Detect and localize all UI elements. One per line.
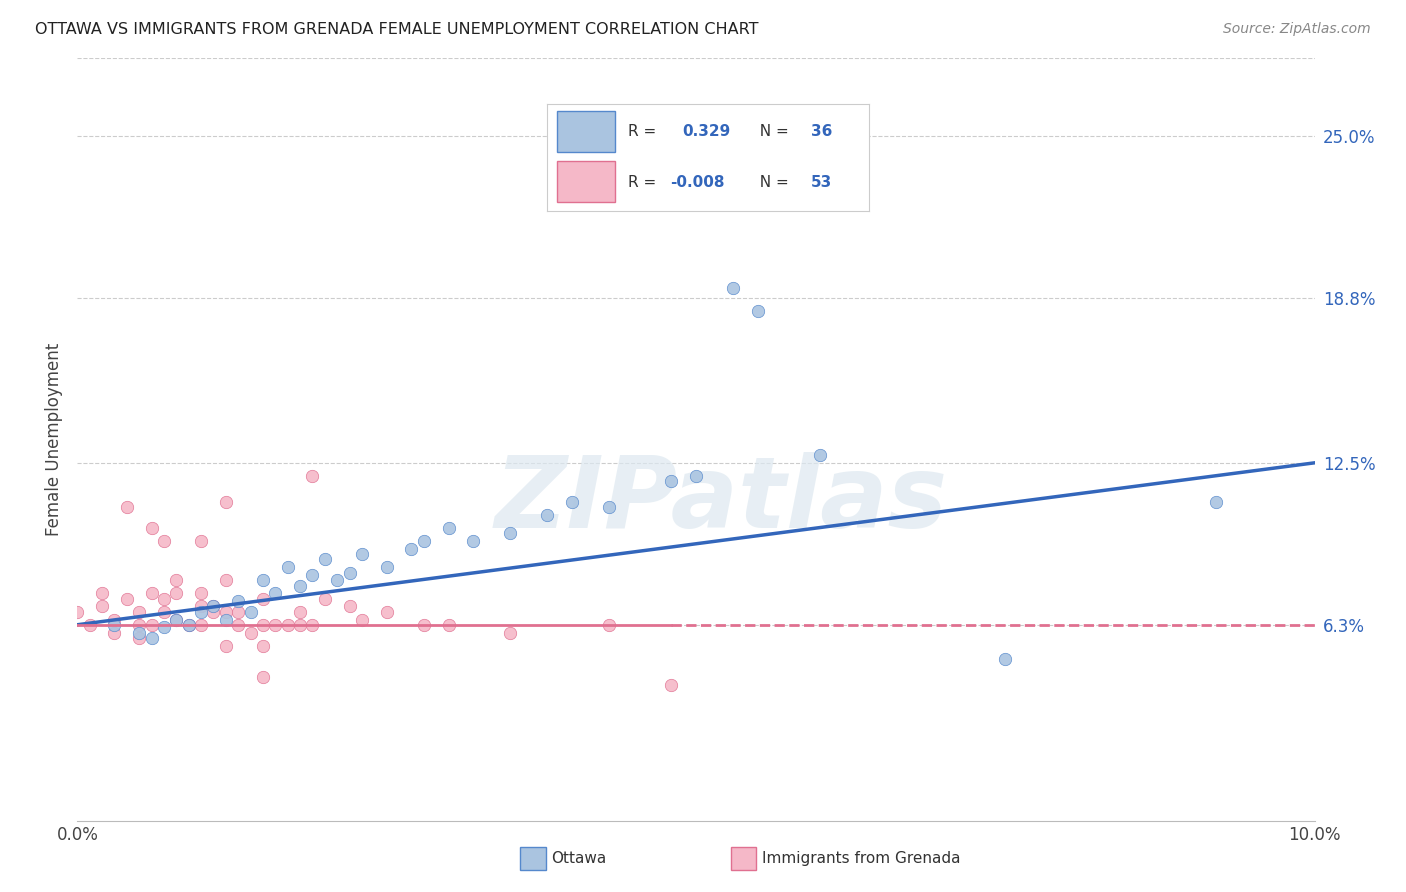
Point bbox=[314, 591, 336, 606]
Point bbox=[128, 605, 150, 619]
Point bbox=[659, 474, 682, 488]
Point bbox=[153, 620, 176, 634]
Point bbox=[66, 605, 89, 619]
Point bbox=[808, 448, 831, 462]
Text: OTTAWA VS IMMIGRANTS FROM GRENADA FEMALE UNEMPLOYMENT CORRELATION CHART: OTTAWA VS IMMIGRANTS FROM GRENADA FEMALE… bbox=[35, 22, 759, 37]
Point bbox=[103, 617, 125, 632]
Point bbox=[375, 560, 398, 574]
Point bbox=[288, 617, 311, 632]
Point bbox=[499, 526, 522, 541]
Point bbox=[326, 574, 349, 588]
Point bbox=[499, 625, 522, 640]
Point bbox=[994, 651, 1017, 665]
Point bbox=[412, 534, 434, 549]
Point bbox=[153, 605, 176, 619]
Point bbox=[165, 586, 187, 600]
Point bbox=[264, 586, 287, 600]
Point bbox=[339, 599, 361, 614]
Point bbox=[190, 617, 212, 632]
Point bbox=[659, 678, 682, 692]
Point bbox=[153, 591, 176, 606]
Point bbox=[202, 599, 225, 614]
Point bbox=[177, 617, 200, 632]
Point bbox=[412, 617, 434, 632]
Point bbox=[91, 599, 114, 614]
Point bbox=[115, 591, 138, 606]
Point bbox=[215, 605, 238, 619]
Point bbox=[190, 586, 212, 600]
Point bbox=[215, 613, 238, 627]
Point bbox=[314, 552, 336, 566]
Point bbox=[301, 568, 323, 582]
Point bbox=[128, 625, 150, 640]
Point bbox=[128, 631, 150, 645]
Point bbox=[252, 639, 274, 653]
Point bbox=[190, 534, 212, 549]
Point bbox=[141, 521, 163, 535]
Point bbox=[141, 617, 163, 632]
Point bbox=[153, 534, 176, 549]
Point bbox=[165, 613, 187, 627]
Point bbox=[301, 617, 323, 632]
Point bbox=[252, 670, 274, 684]
Point bbox=[721, 281, 744, 295]
Point bbox=[350, 547, 373, 561]
Point bbox=[252, 591, 274, 606]
Point bbox=[437, 521, 460, 535]
Point bbox=[437, 617, 460, 632]
Point bbox=[202, 605, 225, 619]
Point bbox=[252, 617, 274, 632]
Point bbox=[215, 495, 238, 509]
Point bbox=[215, 574, 238, 588]
Point bbox=[288, 605, 311, 619]
Point bbox=[1205, 495, 1227, 509]
Point bbox=[277, 560, 299, 574]
Point bbox=[598, 617, 620, 632]
Point bbox=[239, 605, 262, 619]
Point bbox=[301, 468, 323, 483]
Point bbox=[561, 495, 583, 509]
Point bbox=[375, 605, 398, 619]
Point bbox=[226, 594, 249, 608]
Point bbox=[141, 631, 163, 645]
Point bbox=[165, 574, 187, 588]
Point bbox=[536, 508, 558, 522]
Point bbox=[277, 617, 299, 632]
Point bbox=[177, 617, 200, 632]
Point bbox=[350, 613, 373, 627]
Point bbox=[239, 625, 262, 640]
Point bbox=[79, 617, 101, 632]
Point bbox=[463, 534, 485, 549]
Point bbox=[91, 586, 114, 600]
Point bbox=[141, 586, 163, 600]
Point bbox=[252, 574, 274, 588]
Point bbox=[264, 617, 287, 632]
Point bbox=[685, 468, 707, 483]
Point bbox=[115, 500, 138, 515]
Y-axis label: Female Unemployment: Female Unemployment bbox=[45, 343, 63, 536]
Point bbox=[190, 599, 212, 614]
Point bbox=[598, 500, 620, 515]
Point bbox=[103, 625, 125, 640]
Point bbox=[226, 617, 249, 632]
Point bbox=[226, 605, 249, 619]
Text: ZIPatlas: ZIPatlas bbox=[494, 452, 948, 549]
Point bbox=[747, 304, 769, 318]
Point bbox=[288, 578, 311, 592]
Point bbox=[165, 613, 187, 627]
Point bbox=[103, 613, 125, 627]
Point bbox=[339, 566, 361, 580]
Point bbox=[215, 639, 238, 653]
Point bbox=[128, 617, 150, 632]
Text: Ottawa: Ottawa bbox=[551, 852, 606, 866]
Point bbox=[401, 541, 423, 556]
Text: Source: ZipAtlas.com: Source: ZipAtlas.com bbox=[1223, 22, 1371, 37]
Point bbox=[190, 605, 212, 619]
Text: Immigrants from Grenada: Immigrants from Grenada bbox=[762, 852, 960, 866]
Point bbox=[202, 599, 225, 614]
